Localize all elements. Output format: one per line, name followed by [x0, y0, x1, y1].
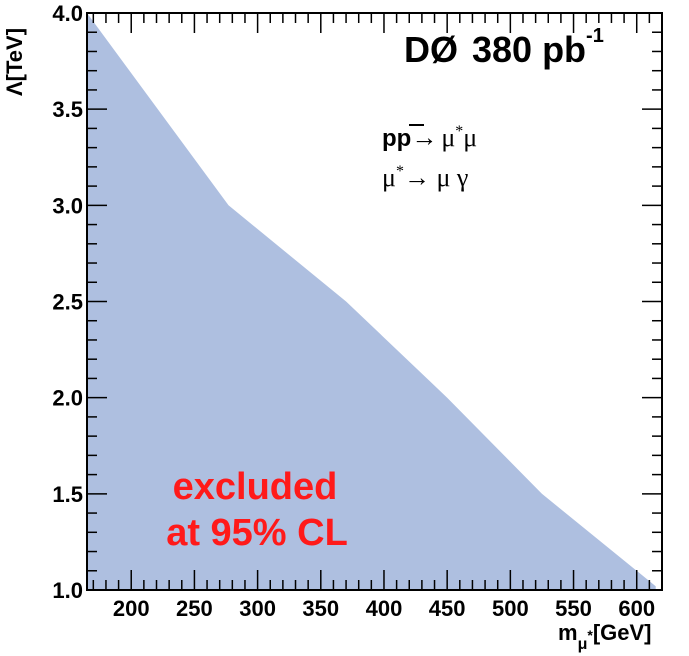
x-axis-title-sup: *: [587, 627, 593, 643]
x-tick-label: 250: [176, 596, 213, 621]
x-tick-label: 300: [239, 596, 276, 621]
y-tick-label: 3.0: [52, 193, 83, 218]
process-mu-excited: μ: [441, 123, 455, 152]
decay-mu-excited: μ: [382, 163, 396, 192]
y-tick-label: 1.5: [52, 482, 83, 507]
y-axis-title: Λ[TeV]: [2, 28, 27, 96]
experiment-label: DØ: [404, 29, 458, 70]
luminosity-label: 380 pb: [472, 29, 586, 70]
x-axis-title-sub: μ: [578, 636, 588, 653]
process-star-2: *: [396, 163, 404, 180]
decay-products: → μ γ: [404, 163, 468, 192]
chart-title: DØ 380 pb-1: [404, 25, 604, 70]
y-tick-label: 4.0: [52, 1, 83, 26]
process-beams: pp: [382, 125, 411, 152]
y-tick-label: 2.5: [52, 290, 83, 315]
excluded-label: excluded at 95% CL: [166, 466, 348, 554]
excluded-region-area: [87, 13, 656, 590]
x-tick-label: 200: [113, 596, 150, 621]
svg-text:μ*→ μ γ: μ*→ μ γ: [382, 163, 468, 192]
x-tick-label: 350: [302, 596, 339, 621]
process-mu: μ: [463, 123, 477, 152]
x-tick-label: 550: [555, 596, 592, 621]
svg-text:pp→μ*μ: pp→ μ*μ: [382, 123, 477, 152]
excluded-label-line2: at 95% CL: [166, 512, 348, 554]
excluded-label-line1: excluded: [173, 466, 338, 508]
x-axis-title-unit: [GeV]: [593, 620, 652, 645]
y-tick-label: 2.0: [52, 386, 83, 411]
x-axis-ticks: 200 250 300 350 400 450 500 550 600: [92, 13, 655, 621]
x-tick-label: 500: [492, 596, 529, 621]
x-tick-label: 400: [366, 596, 403, 621]
x-axis-title-main: m: [558, 620, 578, 645]
y-tick-label: 1.0: [52, 578, 83, 603]
x-tick-label: 450: [429, 596, 466, 621]
luminosity-exponent: -1: [586, 25, 604, 47]
x-axis-title: mμ*[GeV]: [558, 620, 652, 653]
y-tick-label: 3.5: [52, 97, 83, 122]
process-annotation: pp→ μ*μ μ*→ μ γ: [382, 123, 477, 192]
x-tick-label: 600: [618, 596, 655, 621]
process-arrow-1: →: [411, 123, 437, 152]
process-star-1: *: [455, 123, 463, 140]
y-axis-ticks: 1.0 1.5 2.0 2.5 3.0 3.5 4.0: [52, 1, 662, 603]
